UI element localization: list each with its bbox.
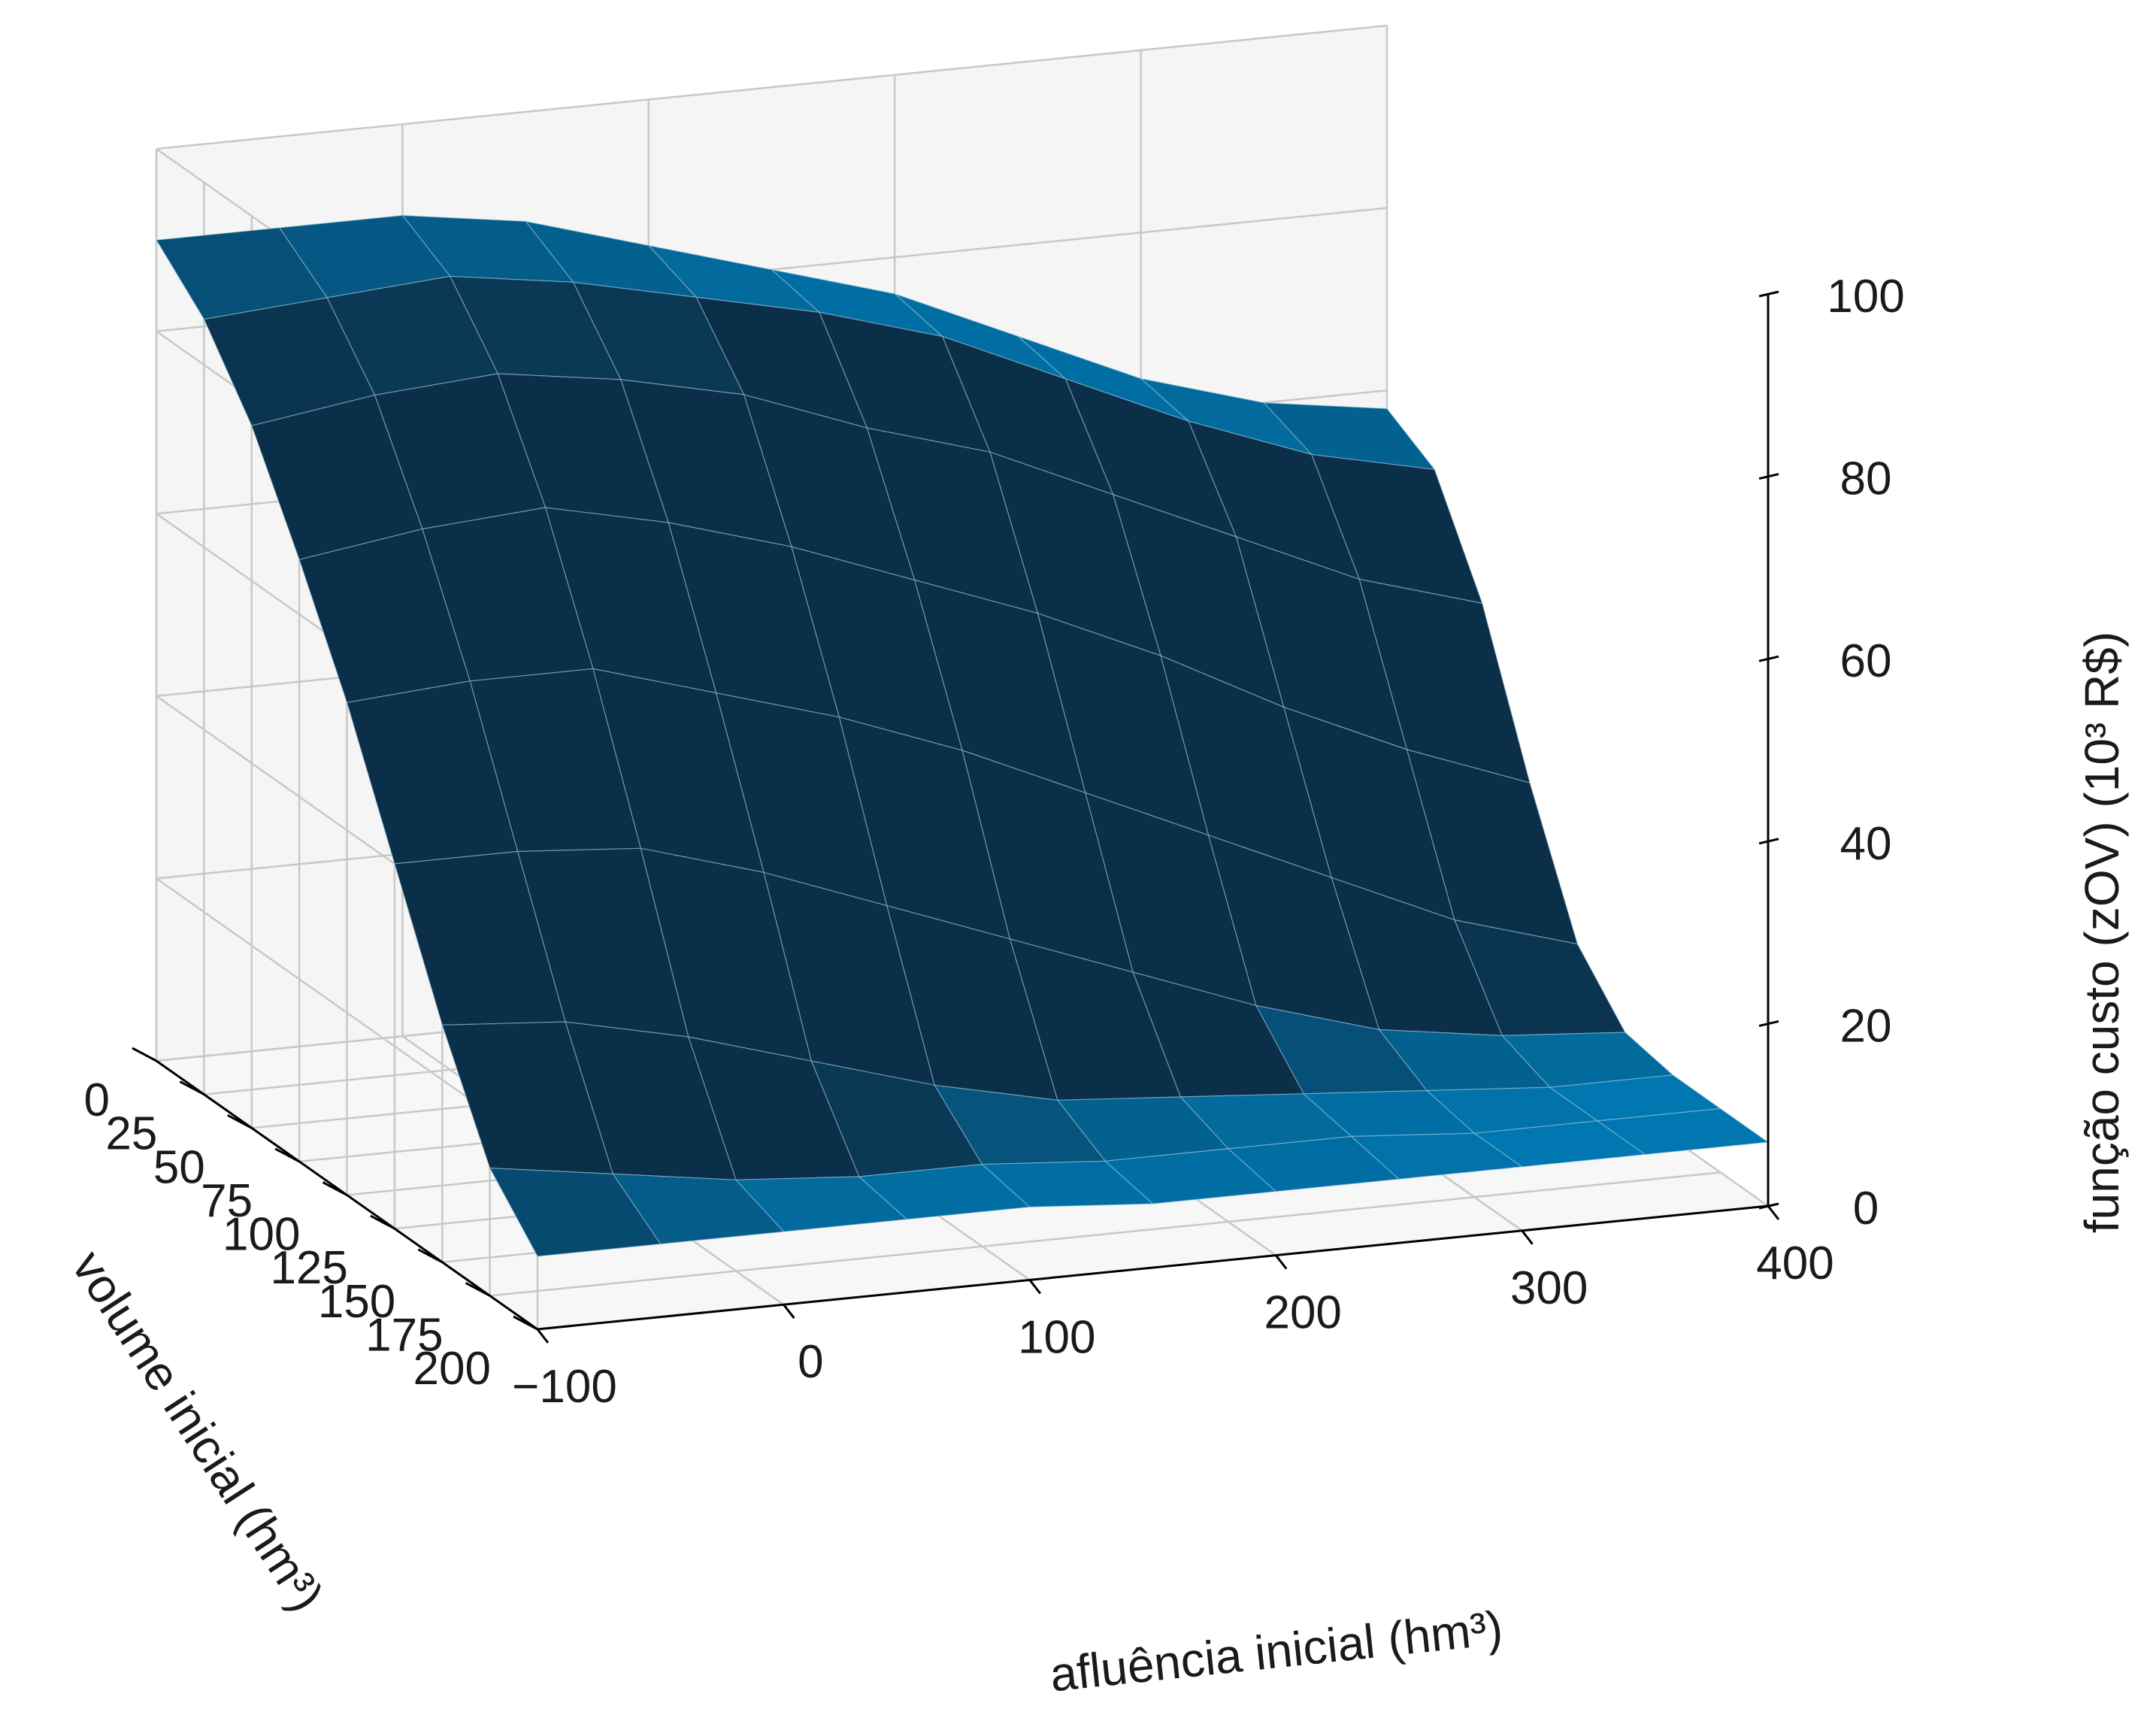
y-tick-label: 150 (318, 1276, 395, 1328)
x-tick-mark (536, 1329, 550, 1344)
surface-patch (489, 1167, 662, 1257)
x-tick-mark (1028, 1279, 1041, 1295)
y-tick-label: 100 (223, 1209, 300, 1261)
x-axis-label: afluência inicial (hm³) (1047, 1601, 1505, 1702)
z-tick-mark (1758, 838, 1779, 845)
floor-grid-y (489, 1171, 1721, 1297)
y-tick-label: 75 (201, 1175, 253, 1227)
axis-lines (132, 290, 1780, 1344)
z-tick-label: 100 (1827, 271, 1904, 323)
y-tick-mark (132, 1047, 157, 1062)
tick-labels: −100 0 100 200 300 40002550751001251501752000… (84, 271, 1905, 1413)
x-tick-label: −100 (512, 1361, 617, 1413)
z-tick-label: 0 (1853, 1183, 1879, 1235)
x-tick-mark (783, 1304, 795, 1320)
y-tick-mark (370, 1214, 395, 1230)
y-tick-label: 175 (365, 1309, 443, 1361)
y-tick-label: 50 (153, 1141, 205, 1193)
y-tick-mark (513, 1315, 538, 1331)
back-grid-z (156, 24, 1388, 150)
z-tick-label: 80 (1840, 453, 1892, 505)
x-tick-label: 100 (1018, 1311, 1095, 1363)
z-tick-mark (1758, 1202, 1779, 1210)
z-tick-mark (1758, 655, 1779, 662)
x-tick-mark (1767, 1205, 1780, 1220)
z-tick-label: 40 (1840, 818, 1892, 870)
y-tick-label: 0 (84, 1074, 110, 1126)
y-tick-label: 25 (105, 1108, 157, 1160)
z-tick-label: 60 (1840, 635, 1892, 687)
y-tick-mark (274, 1147, 300, 1163)
x-tick-label: 200 (1264, 1287, 1341, 1339)
x-tick-mark (1275, 1254, 1288, 1270)
y-tick-label: 125 (270, 1242, 347, 1294)
z-tick-label: 20 (1840, 1000, 1892, 1052)
x-tick-label: 0 (798, 1336, 823, 1388)
x-tick-mark (1521, 1229, 1534, 1245)
z-tick-mark (1758, 1020, 1779, 1027)
x-axis-line (537, 1204, 1769, 1331)
y-axis-label: volume inicial (hm³) (62, 1241, 335, 1620)
y-tick-mark (179, 1080, 205, 1095)
y-tick-mark (465, 1282, 491, 1297)
y-tick-label: 200 (413, 1343, 491, 1395)
y-tick-mark (417, 1248, 444, 1264)
x-tick-label: 400 (1756, 1238, 1834, 1289)
z-axis-label: função custo (zOV) (10³ R$) (2075, 632, 2129, 1233)
y-tick-mark (227, 1113, 253, 1129)
z-tick-mark (1758, 290, 1779, 298)
z-tick-mark (1758, 473, 1779, 480)
cost-surface (156, 214, 1769, 1257)
y-tick-mark (322, 1181, 348, 1196)
x-tick-label: 300 (1510, 1262, 1588, 1314)
